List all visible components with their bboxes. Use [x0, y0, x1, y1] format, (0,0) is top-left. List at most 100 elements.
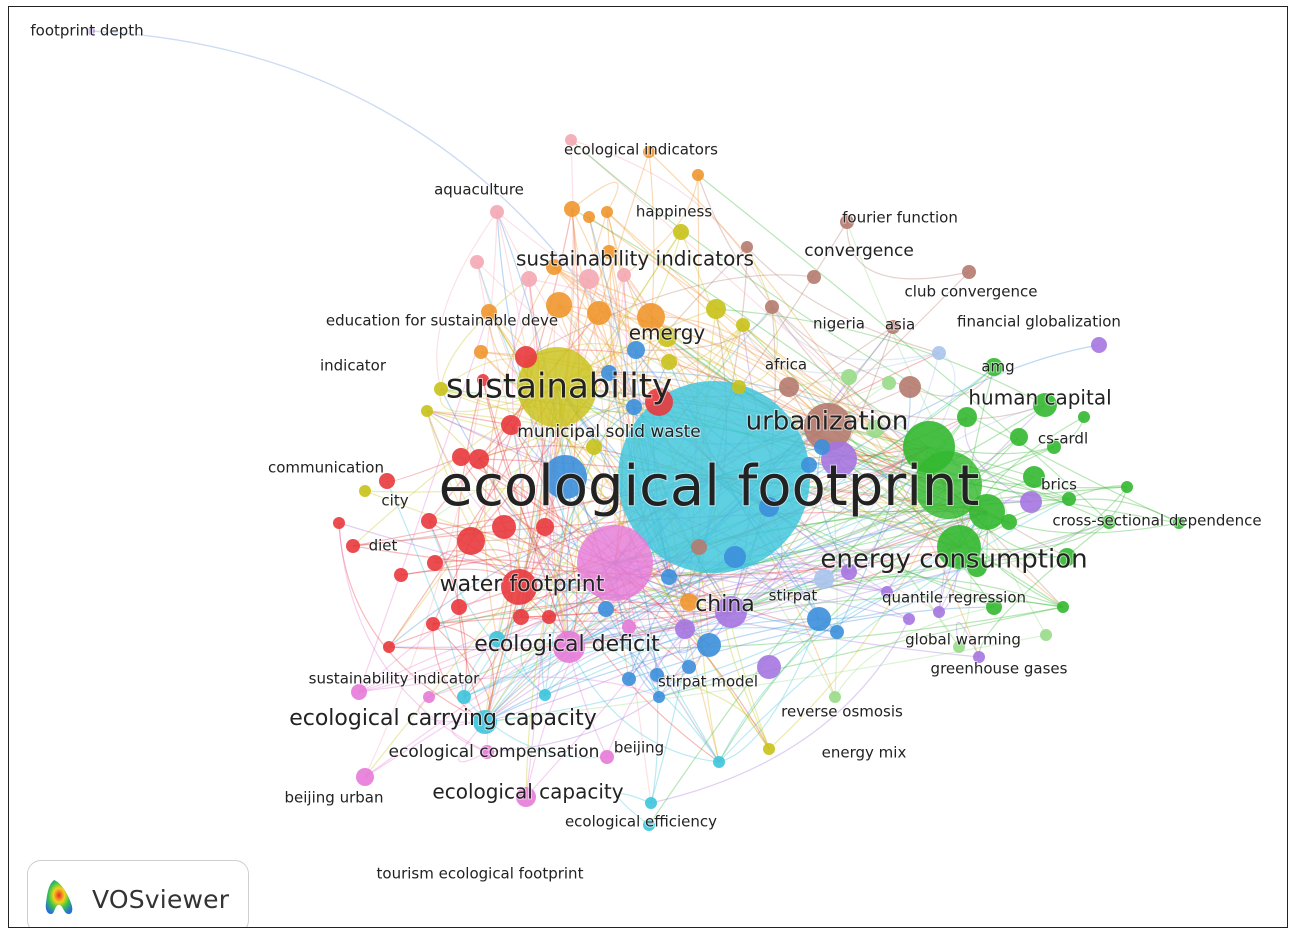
keyword-node[interactable]	[356, 768, 374, 786]
keyword-node[interactable]	[829, 691, 841, 703]
keyword-node[interactable]	[473, 710, 497, 734]
keyword-node[interactable]	[469, 449, 489, 469]
keyword-node[interactable]	[967, 557, 987, 577]
keyword-node[interactable]	[643, 146, 655, 158]
keyword-node[interactable]	[513, 609, 529, 625]
keyword-node[interactable]	[1010, 428, 1028, 446]
keyword-node[interactable]	[637, 303, 665, 331]
keyword-node[interactable]	[736, 318, 750, 332]
keyword-node[interactable]	[706, 299, 726, 319]
keyword-node[interactable]	[586, 439, 602, 455]
keyword-label[interactable]: municipal solid waste	[516, 421, 701, 443]
keyword-node[interactable]	[899, 376, 921, 398]
keyword-node[interactable]	[543, 455, 587, 499]
keyword-node[interactable]	[765, 300, 779, 314]
network-canvas[interactable]: ecological footprint sustainability urbani…	[8, 6, 1288, 928]
keyword-label[interactable]: human capital	[967, 385, 1112, 411]
keyword-label[interactable]: sustainability	[445, 366, 673, 408]
keyword-node[interactable]	[477, 374, 489, 386]
keyword-node[interactable]	[715, 596, 747, 628]
keyword-label[interactable]: emergy	[628, 320, 707, 346]
keyword-node[interactable]	[1173, 517, 1185, 529]
keyword-label[interactable]: beijing urban	[284, 788, 385, 808]
keyword-node[interactable]	[759, 497, 779, 517]
keyword-node[interactable]	[622, 620, 636, 634]
keyword-node[interactable]	[682, 660, 696, 674]
keyword-node[interactable]	[517, 347, 597, 427]
keyword-node[interactable]	[957, 407, 977, 427]
keyword-label[interactable]: cross-sectional dependence	[1051, 511, 1262, 531]
keyword-label[interactable]: global warming	[904, 630, 1022, 650]
keyword-label[interactable]: tourism ecological footprint	[376, 864, 585, 884]
keyword-label[interactable]: energy mix	[821, 743, 908, 763]
keyword-node[interactable]	[903, 421, 955, 473]
keyword-label[interactable]: education for sustainable deve	[325, 311, 559, 331]
keyword-label[interactable]: reverse osmosis	[780, 702, 904, 722]
keyword-node[interactable]	[1102, 515, 1116, 529]
keyword-node[interactable]	[598, 601, 614, 617]
keyword-label[interactable]: ecological efficiency	[564, 812, 718, 832]
keyword-node[interactable]	[732, 380, 746, 394]
keyword-node[interactable]	[1091, 337, 1107, 353]
keyword-node[interactable]	[680, 593, 698, 611]
keyword-node[interactable]	[333, 517, 345, 529]
keyword-node[interactable]	[536, 518, 554, 536]
keyword-node[interactable]	[564, 201, 580, 217]
keyword-node[interactable]	[501, 569, 537, 605]
keyword-node[interactable]	[379, 473, 395, 489]
keyword-node[interactable]	[741, 241, 753, 253]
keyword-node[interactable]	[807, 607, 831, 631]
keyword-node[interactable]	[779, 377, 799, 397]
keyword-node[interactable]	[675, 619, 695, 639]
keyword-node[interactable]	[87, 27, 95, 35]
keyword-node[interactable]	[579, 269, 599, 289]
keyword-node[interactable]	[583, 211, 595, 223]
keyword-node[interactable]	[602, 245, 616, 259]
keyword-label[interactable]: greenhouse gases	[930, 659, 1069, 679]
keyword-label[interactable]: ecological carrying capacity	[288, 705, 598, 732]
keyword-label[interactable]: financial globalization	[956, 312, 1122, 332]
keyword-node[interactable]	[553, 631, 585, 663]
keyword-label[interactable]: ecological capacity	[431, 779, 624, 805]
keyword-node[interactable]	[601, 206, 613, 218]
keyword-node[interactable]	[973, 651, 985, 663]
keyword-node[interactable]	[351, 684, 367, 700]
keyword-label[interactable]: ecological compensation	[388, 741, 601, 763]
keyword-node[interactable]	[600, 750, 614, 764]
keyword-node[interactable]	[1047, 440, 1061, 454]
keyword-node[interactable]	[691, 539, 707, 555]
keyword-node[interactable]	[657, 327, 677, 347]
keyword-node[interactable]	[516, 787, 536, 807]
keyword-node[interactable]	[645, 388, 673, 416]
keyword-node[interactable]	[692, 169, 704, 181]
keyword-node[interactable]	[953, 641, 965, 653]
keyword-node[interactable]	[359, 485, 371, 497]
keyword-node[interactable]	[434, 382, 448, 396]
keyword-node[interactable]	[866, 420, 884, 438]
keyword-node[interactable]	[807, 270, 821, 284]
keyword-node[interactable]	[618, 381, 810, 573]
keyword-node[interactable]	[617, 268, 631, 282]
keyword-node[interactable]	[821, 441, 857, 477]
network-map[interactable]: ecological footprint sustainability urbani…	[9, 7, 1287, 927]
keyword-label[interactable]: communication	[267, 458, 385, 478]
keyword-label[interactable]: diet	[368, 536, 399, 556]
keyword-node[interactable]	[421, 513, 437, 529]
keyword-node[interactable]	[451, 599, 467, 615]
keyword-node[interactable]	[645, 797, 657, 809]
keyword-node[interactable]	[539, 689, 551, 701]
keyword-node[interactable]	[565, 134, 577, 146]
keyword-label[interactable]: ecological footprint	[438, 453, 981, 520]
keyword-node[interactable]	[886, 320, 900, 334]
keyword-node[interactable]	[1057, 601, 1069, 613]
keyword-node[interactable]	[452, 448, 470, 466]
keyword-node[interactable]	[383, 641, 395, 653]
keyword-node[interactable]	[969, 494, 1005, 530]
keyword-node[interactable]	[937, 525, 981, 569]
keyword-node[interactable]	[474, 345, 488, 359]
keyword-label[interactable]: stirpat model	[657, 672, 759, 692]
keyword-node[interactable]	[457, 527, 485, 555]
keyword-label[interactable]: brics	[1040, 475, 1078, 495]
keyword-node[interactable]	[804, 403, 852, 451]
keyword-label[interactable]: nigeria	[812, 314, 866, 334]
